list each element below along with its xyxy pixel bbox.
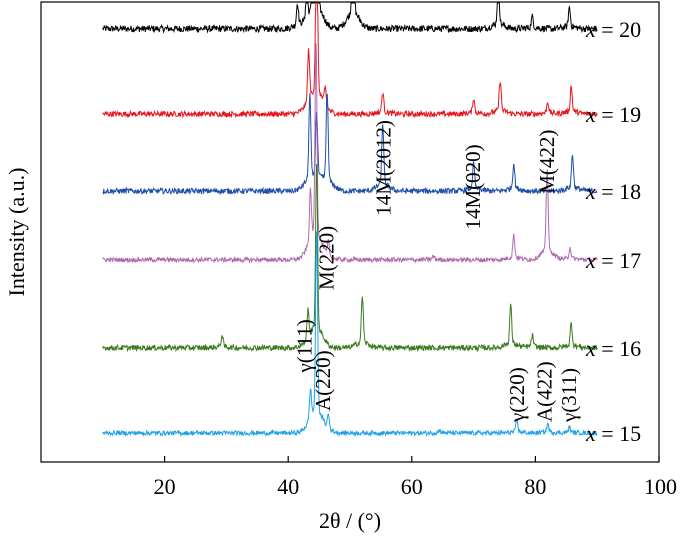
series-line-0	[102, 2, 598, 34]
plot-frame	[40, 1, 660, 463]
peak-annotations: 14M(119)M(220)14M(2012)14M(020)M(422)γ(1…	[292, 120, 581, 423]
x-tick-label-4: 100	[644, 474, 677, 499]
annotation-4: M(422)	[535, 130, 559, 194]
annotation-8: A(422)	[533, 361, 557, 422]
x-axis-ticks: 20 40 60 80 100	[154, 456, 677, 499]
series-label-3: x = 17	[585, 248, 641, 273]
series-line-1	[102, 2, 598, 119]
series-labels: x = 20 x = 19 x = 18 x = 17 x = 16 x = 15	[585, 17, 641, 446]
series-label-1: x = 19	[585, 102, 641, 127]
series-label-0: x = 20	[585, 17, 641, 42]
x-tick-label-2: 60	[401, 474, 423, 499]
series-layer	[102, 2, 598, 438]
y-axis-label: Intensity (a.u.)	[4, 168, 29, 297]
series-line-2	[102, 93, 598, 196]
series-label-4: x = 16	[585, 336, 641, 361]
annotation-7: γ(220)	[505, 367, 529, 423]
x-tick-label-3: 80	[524, 474, 546, 499]
series-label-2: x = 18	[585, 179, 641, 204]
x-tick-label-0: 20	[154, 474, 176, 499]
series-line-3	[102, 43, 598, 264]
annotation-2: 14M(2012)	[371, 120, 395, 216]
series-line-4	[102, 164, 598, 353]
annotation-9: γ(311)	[557, 368, 581, 423]
annotation-3: 14M(020)	[461, 144, 485, 229]
series-line-5	[102, 231, 598, 438]
x-tick-label-1: 40	[277, 474, 299, 499]
annotation-1: M(220)	[315, 226, 339, 290]
x-axis-label: 2θ / (°)	[319, 508, 381, 533]
annotation-5: γ(111)	[292, 319, 316, 373]
annotation-6: A(220)	[311, 350, 335, 411]
series-label-5: x = 15	[585, 421, 641, 446]
